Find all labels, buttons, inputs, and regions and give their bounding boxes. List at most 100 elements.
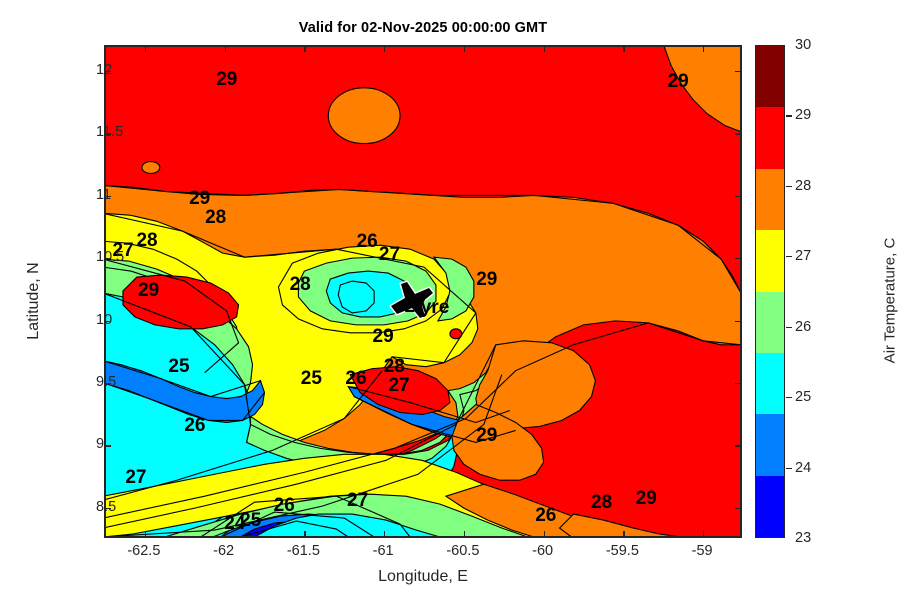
x-tick-mark <box>463 531 466 537</box>
contour-label: 26 <box>345 368 367 390</box>
contour-label: 29 <box>667 71 689 93</box>
y-tick-mark <box>105 133 111 135</box>
contour-label: 29 <box>189 187 211 209</box>
colorbar-tick-label-4: 26 <box>795 318 812 335</box>
station-name-label: yre <box>420 297 450 318</box>
y-tick-mark <box>735 382 741 385</box>
colorbar-tick-mark <box>786 326 792 328</box>
y-tick-mark <box>735 445 741 447</box>
colorbar-tick-mark <box>786 115 792 117</box>
colorbar-tick-label-7: 23 <box>795 530 812 546</box>
contour-label: 27 <box>112 239 134 261</box>
contour-label: 29 <box>476 268 498 290</box>
x-tick-mark <box>703 46 705 52</box>
colorbar-tick-mark <box>786 397 792 399</box>
contour-label: 27 <box>378 243 401 265</box>
x-tick-mark <box>384 46 386 52</box>
colorbar-band <box>756 107 784 169</box>
contour-label: 28 <box>136 229 158 251</box>
y-tick-mark <box>735 195 741 197</box>
contour-label: 26 <box>273 494 295 516</box>
colorbar-tick-mark <box>786 467 792 469</box>
y-tick-mark <box>105 195 111 197</box>
x-tick-label-6: -59.5 <box>605 543 639 559</box>
colorbar-tick-label-5: 25 <box>795 389 812 406</box>
contour-label: 28 <box>591 492 613 514</box>
x-tick-mark <box>623 46 625 52</box>
colorbar-band <box>756 46 784 108</box>
y-tick-mark <box>735 258 741 260</box>
contour-label: 29 <box>476 424 498 446</box>
contour-label: 27 <box>347 489 369 511</box>
x-tick-mark <box>703 531 705 537</box>
contour-label: 26 <box>184 414 206 436</box>
colorbar <box>755 45 785 538</box>
x-tick-label-1: -62 <box>213 543 235 559</box>
x-tick-mark <box>224 46 226 52</box>
contour-label: 26 <box>356 231 378 253</box>
colorbar-tick-label-2: 28 <box>795 177 812 194</box>
contour-plot-area: yre <box>104 45 742 538</box>
contour-label: 29 <box>216 68 238 90</box>
colorbar-tick-mark <box>786 185 792 188</box>
x-tick-mark <box>543 531 545 537</box>
contour-label: 27 <box>404 296 426 318</box>
contour-label: 29 <box>138 279 160 301</box>
contour-label: 29 <box>372 326 394 348</box>
contour-label: 28 <box>205 207 227 229</box>
y-tick-mark <box>735 320 741 322</box>
x-tick-mark <box>463 46 466 52</box>
colorbar-band <box>756 230 784 292</box>
contour-label: 26 <box>535 504 557 526</box>
colorbar-tick-label-6: 24 <box>795 459 812 476</box>
x-tick-mark <box>224 531 226 537</box>
x-tick-mark <box>623 531 625 537</box>
y-axis-title: Latitude, N <box>25 262 42 340</box>
contour-label: 28 <box>383 356 405 377</box>
y-tick-mark <box>105 70 111 73</box>
colorbar-band <box>756 291 784 353</box>
y-tick-mark <box>735 507 741 509</box>
airplane-icon <box>389 280 435 320</box>
contour-label: 25 <box>300 368 322 390</box>
x-tick-mark <box>144 46 147 52</box>
x-tick-label-2: -61.5 <box>286 543 320 559</box>
contour-label: 25 <box>240 509 262 531</box>
colorbar-title: Air Temperature, C <box>881 237 899 364</box>
x-tick-mark <box>384 531 386 537</box>
colorbar-tick-label-0: 30 <box>795 37 812 53</box>
x-tick-mark <box>144 531 147 537</box>
x-tick-label-0: -62.5 <box>127 543 161 559</box>
y-tick-mark <box>735 70 741 73</box>
contour-label: 27 <box>388 374 410 396</box>
y-tick-mark <box>735 133 741 135</box>
contour-label: 29 <box>635 488 657 510</box>
colorbar-band <box>756 414 784 476</box>
colorbar-band <box>756 352 784 415</box>
colorbar-band <box>756 168 784 231</box>
contour-label: 28 <box>289 273 311 295</box>
y-tick-mark <box>105 382 111 385</box>
y-tick-mark <box>105 258 111 260</box>
y-tick-mark <box>105 445 111 447</box>
colorbar-tick-label-1: 29 <box>795 107 812 124</box>
contour-label: 24 <box>224 513 246 535</box>
y-tick-mark <box>105 320 111 322</box>
x-tick-label-7: -59 <box>691 543 713 559</box>
x-tick-mark <box>304 46 306 52</box>
colorbar-tick-mark <box>786 256 792 258</box>
x-tick-mark <box>304 531 306 537</box>
x-axis-title: Longitude, E <box>378 568 468 585</box>
contour-label: 25 <box>168 356 190 377</box>
x-tick-mark <box>543 46 545 52</box>
x-tick-label-4: -60.5 <box>446 543 480 559</box>
x-tick-label-3: -61 <box>372 543 394 559</box>
colorbar-tick-label-3: 27 <box>795 248 812 265</box>
y-tick-mark <box>105 507 111 509</box>
x-tick-label-5: -60 <box>532 543 554 559</box>
figure-title: Valid for 02-Nov-2025 00:00:00 GMT <box>298 20 548 36</box>
contour-field <box>105 46 741 537</box>
contour-label: 27 <box>125 467 147 489</box>
colorbar-band <box>756 475 784 537</box>
